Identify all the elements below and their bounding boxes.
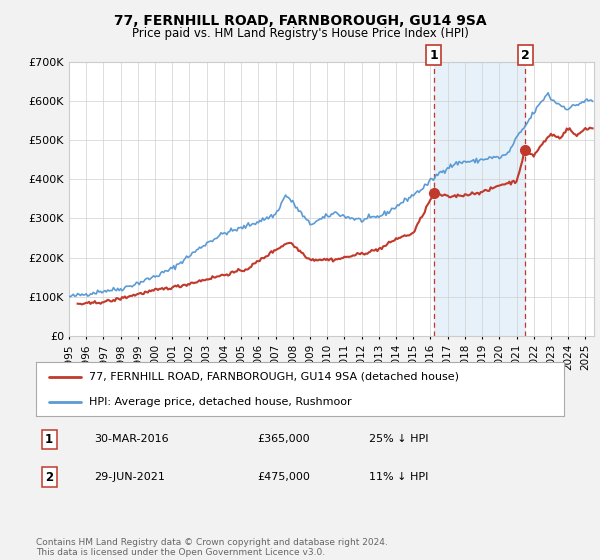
- Text: 25% ↓ HPI: 25% ↓ HPI: [368, 435, 428, 445]
- Text: 77, FERNHILL ROAD, FARNBOROUGH, GU14 9SA: 77, FERNHILL ROAD, FARNBOROUGH, GU14 9SA: [113, 14, 487, 28]
- Text: 11% ↓ HPI: 11% ↓ HPI: [368, 472, 428, 482]
- Text: 77, FERNHILL ROAD, FARNBOROUGH, GU14 9SA (detached house): 77, FERNHILL ROAD, FARNBOROUGH, GU14 9SA…: [89, 372, 459, 382]
- Text: Price paid vs. HM Land Registry's House Price Index (HPI): Price paid vs. HM Land Registry's House …: [131, 27, 469, 40]
- Text: 29-JUN-2021: 29-JUN-2021: [94, 472, 165, 482]
- Text: 2: 2: [521, 49, 530, 62]
- Text: 2: 2: [45, 471, 53, 484]
- Text: 30-MAR-2016: 30-MAR-2016: [94, 435, 169, 445]
- Text: £475,000: £475,000: [258, 472, 311, 482]
- Bar: [434, 62, 525, 336]
- Text: HPI: Average price, detached house, Rushmoor: HPI: Average price, detached house, Rush…: [89, 397, 352, 407]
- Text: Contains HM Land Registry data © Crown copyright and database right 2024.
This d: Contains HM Land Registry data © Crown c…: [36, 538, 388, 557]
- Text: £365,000: £365,000: [258, 435, 310, 445]
- Text: 1: 1: [45, 433, 53, 446]
- Text: 1: 1: [430, 49, 438, 62]
